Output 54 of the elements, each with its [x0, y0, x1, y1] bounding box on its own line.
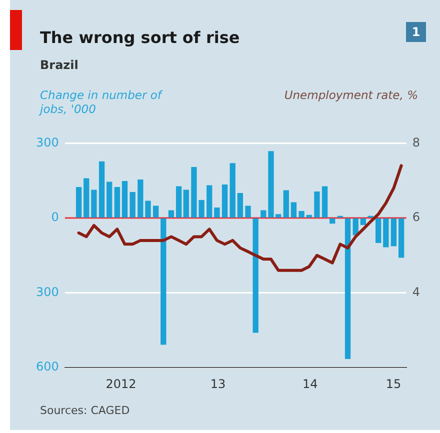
bar	[330, 218, 336, 224]
bar	[176, 186, 182, 218]
bar	[260, 210, 266, 218]
bar	[145, 200, 151, 218]
bar	[130, 192, 136, 218]
bar	[214, 207, 220, 218]
bar	[168, 210, 174, 218]
bar	[383, 218, 389, 248]
x-tick-label: 14	[302, 376, 318, 391]
bar	[398, 218, 404, 258]
y-tick-label: 0	[51, 210, 59, 224]
x-tick-label: 15	[386, 376, 402, 391]
bar	[122, 181, 128, 218]
y-tick-label: 300	[36, 135, 59, 150]
bar	[344, 218, 351, 359]
bar	[390, 218, 397, 246]
bar	[206, 185, 212, 218]
bar	[106, 182, 112, 218]
bar	[138, 180, 144, 218]
x-tick-label: 2012	[106, 376, 136, 391]
bar	[76, 187, 82, 218]
chart-subtitle: Brazil	[40, 58, 78, 72]
y2-tick-label: 6	[412, 210, 420, 224]
y2-axis-title: Unemployment rate, %	[283, 88, 418, 102]
bar	[160, 218, 166, 345]
bar	[352, 218, 358, 236]
bar	[376, 218, 382, 244]
bar	[84, 178, 90, 218]
bar	[322, 186, 328, 218]
bar	[245, 206, 251, 218]
chart-title: The wrong sort of rise	[40, 28, 240, 47]
bar	[252, 218, 258, 333]
bar	[152, 206, 159, 218]
text: 1	[406, 22, 426, 42]
source-note: Sources: CAGED	[40, 404, 130, 417]
bar	[114, 187, 120, 218]
y-axis-title: Change in number of jobs, '000	[40, 88, 164, 116]
bar	[91, 190, 97, 218]
bar	[290, 202, 297, 218]
bar	[222, 184, 228, 218]
bar	[98, 161, 105, 218]
x-tick-label: 13	[210, 376, 226, 391]
bar	[183, 190, 189, 218]
bar	[230, 163, 236, 218]
y2-tick-label: 8	[412, 135, 420, 150]
bar	[298, 210, 304, 218]
bar	[306, 214, 312, 218]
bar	[314, 191, 320, 218]
y-tick-label: 300	[36, 284, 59, 299]
y-tick-label: 600	[36, 360, 59, 374]
bar	[283, 190, 289, 218]
bar	[237, 192, 244, 218]
y2-tick-label: 4	[412, 284, 420, 299]
bar	[360, 218, 366, 226]
